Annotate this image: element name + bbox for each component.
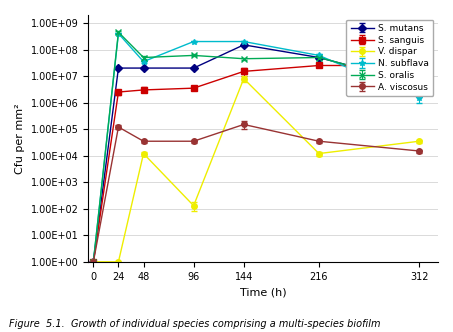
Text: Figure  5.1.  Growth of individual species comprising a multi-species biofilm: Figure 5.1. Growth of individual species… [9, 319, 381, 329]
Legend: S. mutans, S. sanguis, V. dispar, N. subflava, S. oralis, A. viscosus: S. mutans, S. sanguis, V. dispar, N. sub… [347, 20, 434, 96]
X-axis label: Time (h): Time (h) [240, 287, 286, 297]
Y-axis label: Cfu per mm²: Cfu per mm² [15, 103, 25, 174]
